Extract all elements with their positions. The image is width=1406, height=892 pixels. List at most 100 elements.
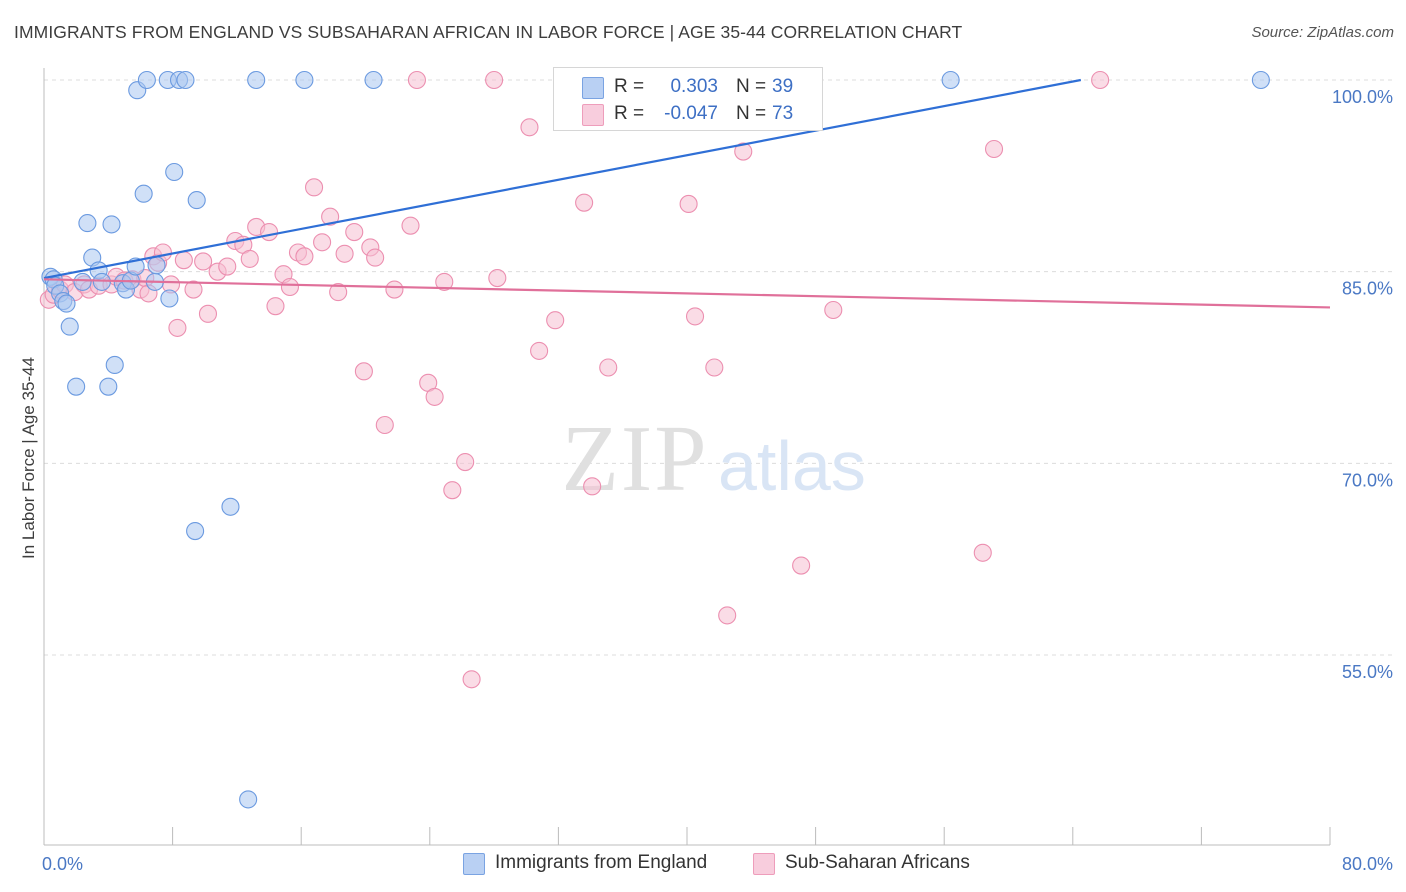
england-point[interactable] bbox=[78, 214, 97, 233]
sub-saharan-point[interactable] bbox=[194, 252, 213, 271]
sub-saharan-point[interactable] bbox=[425, 387, 444, 406]
england-point[interactable] bbox=[134, 184, 153, 203]
sub-saharan-point[interactable] bbox=[705, 358, 724, 377]
sub-saharan-point[interactable] bbox=[488, 269, 507, 288]
sub-saharan-point[interactable] bbox=[218, 257, 237, 276]
sub-saharan-point[interactable] bbox=[354, 362, 373, 381]
sub-saharan-point[interactable] bbox=[198, 304, 218, 323]
england-point[interactable] bbox=[102, 215, 121, 234]
legend-swatch-pink bbox=[582, 104, 604, 126]
axes bbox=[43, 68, 1331, 846]
x-tick-label-max: 80.0% bbox=[1342, 854, 1393, 874]
england-point[interactable] bbox=[295, 70, 314, 90]
sub-saharan-point[interactable] bbox=[366, 248, 385, 267]
sub-saharan-point[interactable] bbox=[174, 251, 193, 270]
legend-row-sub-saharan: R = -0.047 N = 73 bbox=[554, 100, 822, 128]
sub-saharan-point[interactable] bbox=[485, 70, 504, 90]
sub-saharan-point[interactable] bbox=[168, 318, 187, 337]
england-point[interactable] bbox=[57, 294, 76, 313]
sub-saharan-point[interactable] bbox=[685, 307, 705, 326]
y-tick-label: 55.0% bbox=[1342, 662, 1393, 682]
england-point[interactable] bbox=[247, 70, 266, 90]
england-point[interactable] bbox=[99, 377, 118, 396]
england-point[interactable] bbox=[73, 272, 92, 291]
sub-saharan-point[interactable] bbox=[266, 297, 285, 316]
sub-saharan-point[interactable] bbox=[305, 178, 324, 197]
y-tick-label: 100.0% bbox=[1332, 87, 1393, 107]
england-point[interactable] bbox=[186, 522, 205, 541]
watermark: ZIP atlas bbox=[562, 407, 866, 511]
england-point[interactable] bbox=[147, 256, 166, 275]
sub-saharan-point[interactable] bbox=[184, 280, 203, 299]
legend-n-value: 73 bbox=[772, 103, 794, 124]
sub-saharan-point[interactable] bbox=[520, 118, 539, 137]
correlation-legend: R = 0.303 N = 39 R = -0.047 N = 73 bbox=[553, 67, 823, 131]
sub-saharan-point[interactable] bbox=[259, 223, 279, 242]
watermark-atlas: atlas bbox=[718, 427, 866, 505]
sub-saharan-point[interactable] bbox=[329, 283, 348, 302]
sub-saharan-point[interactable] bbox=[546, 311, 565, 330]
england-point[interactable] bbox=[941, 70, 960, 90]
sub-saharan-point[interactable] bbox=[575, 193, 594, 212]
sub-saharan-point[interactable] bbox=[792, 556, 811, 575]
sub-saharan-point[interactable] bbox=[407, 70, 426, 90]
sub-saharan-point[interactable] bbox=[321, 207, 340, 226]
sub-saharan-point[interactable] bbox=[718, 606, 737, 625]
legend-r-value: 0.303 bbox=[670, 76, 718, 97]
sub-saharan-point[interactable] bbox=[240, 249, 259, 268]
sub-saharan-point[interactable] bbox=[1091, 70, 1110, 90]
england-point[interactable] bbox=[160, 289, 179, 308]
sub-saharan-point[interactable] bbox=[456, 453, 475, 472]
sub-saharan-point[interactable] bbox=[679, 194, 698, 213]
y-tick-label: 85.0% bbox=[1342, 279, 1393, 299]
watermark-zip: ZIP bbox=[562, 407, 709, 511]
sub-saharan-point[interactable] bbox=[462, 670, 481, 689]
sub-saharan-point[interactable] bbox=[313, 233, 332, 252]
sub-saharan-point[interactable] bbox=[401, 216, 420, 235]
england-point[interactable] bbox=[239, 790, 258, 809]
series-sub-saharan-points bbox=[39, 70, 1110, 689]
legend-label-sub-saharan: Sub-Saharan Africans bbox=[785, 852, 970, 873]
sub-saharan-point[interactable] bbox=[443, 481, 462, 500]
sub-saharan-point[interactable] bbox=[734, 142, 753, 161]
sub-saharan-point[interactable] bbox=[435, 272, 454, 291]
sub-saharan-point[interactable] bbox=[824, 300, 843, 320]
sub-saharan-point[interactable] bbox=[335, 244, 354, 263]
trend-lines bbox=[43, 78, 1331, 309]
england-point[interactable] bbox=[137, 70, 156, 90]
england-point[interactable] bbox=[221, 497, 240, 516]
legend-r-label: R = bbox=[614, 103, 645, 124]
source-credit: Source: ZipAtlas.com bbox=[1251, 24, 1394, 41]
sub-saharan-point[interactable] bbox=[375, 415, 394, 435]
england-point[interactable] bbox=[165, 162, 184, 182]
england-point[interactable] bbox=[176, 70, 195, 90]
sub-saharan-point[interactable] bbox=[984, 139, 1004, 159]
y-tick-label: 70.0% bbox=[1342, 470, 1393, 490]
sub-saharan-point[interactable] bbox=[973, 543, 992, 562]
legend-swatch-pink bbox=[753, 853, 775, 875]
sub-saharan-point[interactable] bbox=[385, 280, 404, 299]
england-point[interactable] bbox=[187, 191, 206, 210]
england-point[interactable] bbox=[364, 70, 383, 90]
legend-r-label: R = bbox=[614, 76, 645, 97]
legend-swatch-blue bbox=[582, 77, 604, 99]
england-point[interactable] bbox=[105, 355, 124, 374]
sub-saharan-point[interactable] bbox=[345, 223, 364, 242]
x-tick-label-min: 0.0% bbox=[42, 854, 83, 874]
sub-saharan-point[interactable] bbox=[295, 247, 314, 266]
sub-saharan-point[interactable] bbox=[599, 358, 618, 377]
legend-swatch-blue bbox=[463, 853, 485, 875]
england-point[interactable] bbox=[1251, 70, 1270, 90]
sub-saharan-point[interactable] bbox=[530, 341, 549, 360]
legend-n-label: N = bbox=[736, 103, 767, 124]
england-point[interactable] bbox=[60, 317, 79, 336]
legend-label-england: Immigrants from England bbox=[495, 852, 708, 873]
sub-saharan-point[interactable] bbox=[583, 477, 602, 496]
england-trend-line bbox=[43, 78, 1082, 280]
sub-saharan-point[interactable] bbox=[280, 277, 299, 297]
legend-r-value: -0.047 bbox=[664, 103, 718, 124]
england-point[interactable] bbox=[92, 272, 111, 291]
y-axis-label: In Labor Force | Age 35-44 bbox=[19, 357, 38, 559]
england-point[interactable] bbox=[67, 377, 86, 396]
